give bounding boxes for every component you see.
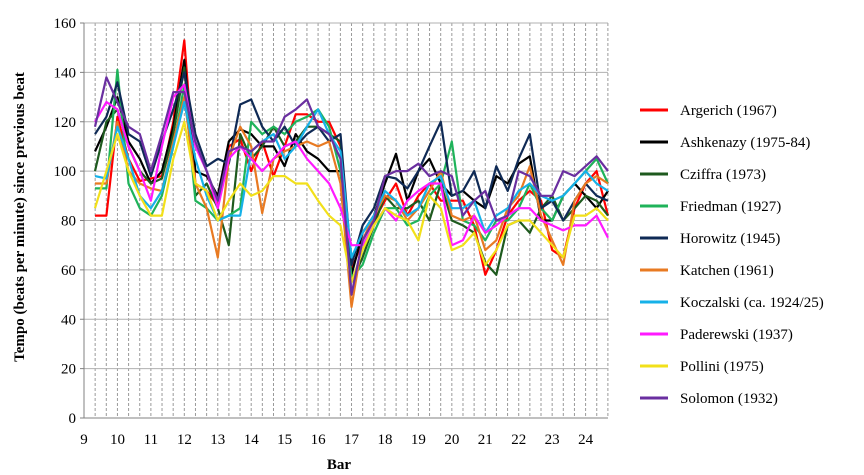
- y-tick-labels: 0 20 40 60 80 100 120 140 160: [54, 16, 84, 427]
- y-tick-label: 120: [54, 115, 77, 131]
- legend-label: Cziffra (1973): [680, 167, 766, 183]
- x-tick-label: 16: [311, 432, 327, 448]
- series-line-4: [94, 71, 609, 266]
- x-tick-label: 11: [144, 432, 158, 448]
- y-tick-label: 60: [61, 263, 76, 279]
- x-axis-title: Bar: [327, 457, 352, 473]
- legend-item: Katchen (1961): [640, 263, 774, 279]
- legend-item: Paderewski (1937): [640, 327, 793, 343]
- legend-label: Pollini (1975): [680, 359, 764, 375]
- x-tick-label: 22: [511, 432, 526, 448]
- x-tick-label: 13: [210, 432, 225, 448]
- y-tick-label: 160: [54, 16, 77, 32]
- legend-label: Katchen (1961): [680, 263, 774, 279]
- legend-label: Ashkenazy (1975-84): [680, 135, 810, 151]
- legend-item: Argerich (1967): [640, 103, 777, 119]
- series-line-7: [94, 83, 609, 247]
- legend-item: Cziffra (1973): [640, 167, 766, 183]
- x-tick-label: 19: [411, 432, 426, 448]
- y-axis-title: Tempo (beats per minute) since previous …: [12, 72, 28, 362]
- legend-item: Pollini (1975): [640, 359, 764, 375]
- y-tick-label: 80: [61, 214, 76, 230]
- x-tick-label: 14: [244, 432, 260, 448]
- x-tick-label: 20: [444, 432, 459, 448]
- legend-label: Paderewski (1937): [680, 327, 793, 343]
- legend: Argerich (1967) Ashkenazy (1975-84) Cziffr…: [640, 103, 824, 407]
- x-tick-label: 12: [177, 432, 192, 448]
- y-tick-label: 140: [54, 65, 77, 81]
- legend-item: Horowitz (1945): [640, 231, 780, 247]
- legend-label: Solomon (1932): [680, 391, 778, 407]
- y-tick-label: 20: [61, 362, 76, 378]
- y-tick-label: 100: [54, 164, 77, 180]
- x-tick-label: 17: [344, 432, 360, 448]
- series-lines: [93, 39, 610, 308]
- legend-item: Friedman (1927): [640, 199, 781, 215]
- legend-item: Ashkenazy (1975-84): [640, 135, 810, 151]
- x-tick-label: 21: [478, 432, 493, 448]
- x-tick-label: 24: [578, 432, 594, 448]
- series-line-9: [93, 76, 609, 296]
- legend-label: Horowitz (1945): [680, 231, 780, 247]
- legend-item: Solomon (1932): [640, 391, 778, 407]
- legend-item: Koczalski (ca. 1924/25): [640, 295, 824, 311]
- series-line-5: [95, 95, 609, 308]
- x-tick-label: 10: [110, 432, 125, 448]
- series-line-6: [94, 100, 609, 259]
- x-tick-labels: 9 10 11 12 13 14 15 16 17 18 19 20 21 22 23 24: [80, 432, 593, 448]
- x-tick-label: 9: [80, 432, 88, 448]
- x-tick-label: 15: [277, 432, 292, 448]
- y-tick-label: 0: [69, 411, 77, 427]
- legend-label: Friedman (1927): [680, 199, 781, 215]
- horizontal-gridlines: [84, 22, 608, 370]
- legend-label: Argerich (1967): [680, 103, 777, 119]
- x-tick-label: 23: [545, 432, 560, 448]
- y-tick-label: 40: [61, 312, 76, 328]
- legend-label: Koczalski (ca. 1924/25): [680, 295, 824, 311]
- x-tick-label: 18: [377, 432, 392, 448]
